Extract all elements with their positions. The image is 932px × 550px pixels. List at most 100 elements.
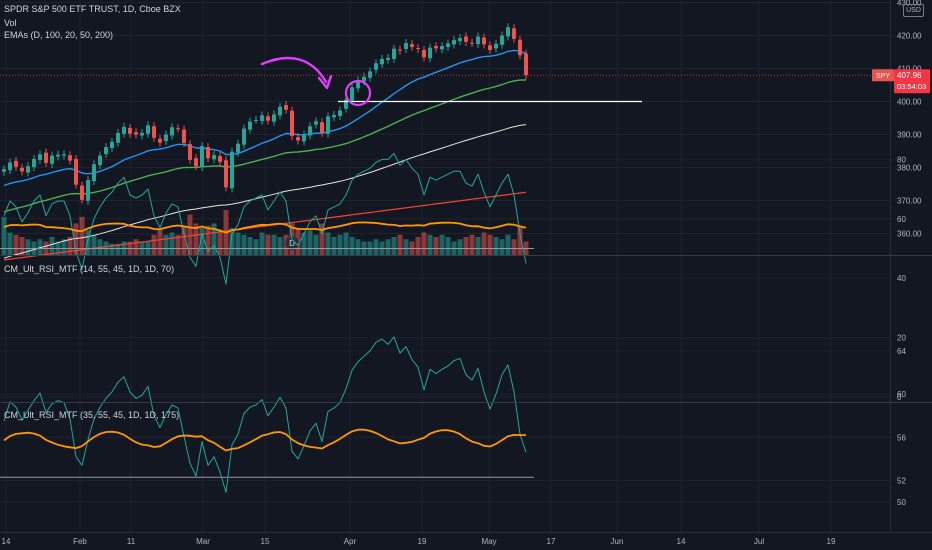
volume-bar bbox=[181, 225, 187, 255]
volume-bar bbox=[445, 237, 451, 255]
candle-body bbox=[140, 132, 144, 136]
candle-body bbox=[308, 126, 312, 136]
volume-bar bbox=[505, 234, 511, 255]
volume-bar bbox=[355, 239, 361, 255]
symbol-legend[interactable]: SPDR S&P 500 ETF TRUST, 1D, Cboe BZX bbox=[4, 4, 181, 14]
candle-body bbox=[260, 115, 264, 121]
x-tick-label: 17 bbox=[547, 537, 556, 546]
arrow-head bbox=[317, 74, 333, 90]
candle-body bbox=[398, 49, 402, 51]
candle-body bbox=[404, 43, 408, 50]
candle-body bbox=[458, 38, 462, 42]
candle-body bbox=[362, 76, 366, 82]
volume-bar bbox=[163, 234, 169, 255]
volume-bar bbox=[13, 234, 19, 255]
y-tick-label: 400.00 bbox=[897, 98, 922, 107]
ema-legend[interactable]: EMAs (D, 100, 20, 50, 200) bbox=[4, 30, 114, 40]
volume-bar bbox=[481, 232, 487, 255]
candle-body bbox=[482, 37, 486, 45]
rsi2-legend[interactable]: CM_Ult_RSI_MTF (35, 55, 45, 1D, 1D, 175) bbox=[4, 410, 180, 420]
candle-body bbox=[50, 155, 54, 164]
candle-body bbox=[518, 39, 522, 56]
volume-bar bbox=[151, 234, 157, 255]
candle-body bbox=[392, 48, 396, 59]
volume-bar bbox=[415, 237, 421, 255]
candle-body bbox=[506, 27, 510, 37]
candle-body bbox=[104, 147, 108, 154]
candle-body bbox=[386, 57, 390, 60]
ema100-line bbox=[3, 124, 527, 259]
volume-bar bbox=[325, 232, 331, 255]
candle-body bbox=[278, 106, 282, 116]
price-tag-countdown: 03:54:03 bbox=[897, 82, 926, 91]
candle-body bbox=[128, 127, 132, 134]
candle-body bbox=[44, 152, 48, 163]
hand-drawn-circle bbox=[344, 79, 372, 107]
x-tick-label: Apr bbox=[344, 537, 357, 546]
volume-bar bbox=[79, 216, 85, 255]
candle-body bbox=[80, 185, 84, 200]
candle-body bbox=[500, 35, 504, 45]
volume-legend[interactable]: Vol bbox=[4, 18, 17, 28]
candle-body bbox=[368, 71, 372, 78]
volume-bar bbox=[421, 232, 427, 255]
candle-body bbox=[434, 46, 438, 49]
volume-bar bbox=[433, 237, 439, 255]
candle-body bbox=[170, 127, 174, 136]
volume-bar bbox=[427, 234, 433, 255]
volume-bar bbox=[403, 239, 409, 255]
price-tag bbox=[894, 69, 930, 94]
candle-body bbox=[452, 40, 456, 45]
volume-bar bbox=[175, 234, 181, 255]
candles bbox=[2, 23, 528, 205]
candle-body bbox=[212, 154, 216, 160]
candle-body bbox=[254, 119, 258, 121]
volume-bar bbox=[343, 232, 349, 255]
x-tick-label: 19 bbox=[418, 537, 427, 546]
rsi1-rsi-line bbox=[3, 153, 527, 285]
rsi1-signal-line bbox=[3, 221, 527, 234]
currency-badge[interactable]: USD bbox=[903, 4, 924, 17]
volume-bar bbox=[385, 239, 391, 255]
candle-body bbox=[512, 28, 516, 39]
candle-body bbox=[206, 147, 210, 159]
rsi1-tick-label: 40 bbox=[897, 274, 906, 283]
volume-bar bbox=[169, 232, 175, 255]
candle-body bbox=[74, 158, 78, 185]
candle-body bbox=[428, 47, 432, 59]
candle-body bbox=[320, 122, 324, 133]
x-tick-label: Jun bbox=[611, 537, 624, 546]
volume-bar bbox=[307, 230, 313, 255]
candle-body bbox=[422, 50, 426, 58]
volume-bar bbox=[463, 237, 469, 255]
volume-bar bbox=[37, 239, 43, 255]
candle-body bbox=[266, 116, 270, 121]
x-tick-label: 19 bbox=[827, 537, 836, 546]
candle-body bbox=[356, 80, 360, 89]
candle-body bbox=[20, 167, 24, 172]
ema50-line bbox=[3, 79, 527, 213]
x-tick-label: 11 bbox=[127, 537, 136, 546]
candle-body bbox=[344, 99, 348, 109]
candle-body bbox=[200, 146, 204, 168]
candle-body bbox=[494, 43, 498, 49]
x-tick-label: 14 bbox=[2, 537, 11, 546]
volume-bar bbox=[109, 243, 115, 255]
candle-body bbox=[2, 169, 6, 172]
rsi-panel-1 bbox=[0, 153, 534, 285]
volume-bar bbox=[85, 230, 91, 255]
candle-body bbox=[236, 143, 240, 153]
x-tick-label: 15 bbox=[261, 537, 270, 546]
rsi1-legend[interactable]: CM_Ult_RSI_MTF (14, 55, 45, 1D, 1D, 70) bbox=[4, 264, 175, 274]
candle-body bbox=[158, 138, 162, 143]
candle-body bbox=[146, 125, 150, 134]
candle-body bbox=[230, 151, 234, 189]
dividend-label: D bbox=[289, 239, 295, 248]
price-tag-value: 407.96 bbox=[897, 71, 922, 80]
volume-bar bbox=[517, 225, 523, 255]
rsi1-tick-label: 20 bbox=[897, 334, 906, 343]
candle-body bbox=[374, 63, 378, 70]
candle-body bbox=[332, 115, 336, 118]
